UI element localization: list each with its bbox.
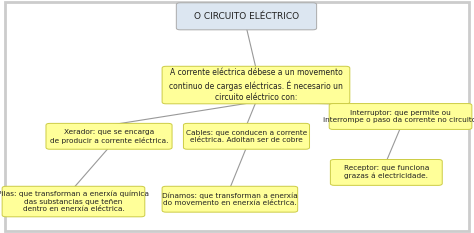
Text: O CIRCUITO ELÉCTRICO: O CIRCUITO ELÉCTRICO [194,12,299,21]
Text: Pilas: que transforman a enerxía química
das substancias que teñen
dentro en ene: Pilas: que transforman a enerxía química… [0,191,149,212]
Text: Interruptor: que permite ou
interrompe o paso da corrente no circuito.: Interruptor: que permite ou interrompe o… [323,110,474,123]
FancyBboxPatch shape [330,159,442,185]
FancyBboxPatch shape [46,123,172,149]
Text: Receptor: que funciona
grazas á electricidade.: Receptor: que funciona grazas á electric… [344,165,429,179]
FancyBboxPatch shape [183,123,310,149]
Text: Dínamos: que transforman a enerxía
do movemento en enerxía eléctrica.: Dínamos: que transforman a enerxía do mo… [162,192,298,206]
FancyBboxPatch shape [5,2,469,231]
FancyBboxPatch shape [329,103,472,130]
FancyBboxPatch shape [176,3,317,30]
Text: Cables: que conducen a corrente
eléctrica. Adoitan ser de cobre: Cables: que conducen a corrente eléctric… [186,130,307,143]
FancyBboxPatch shape [2,186,145,217]
FancyBboxPatch shape [162,66,350,104]
Text: A corrente eléctrica débese a un movemento
continuo de cargas eléctricas. É nece: A corrente eléctrica débese a un movemen… [169,69,343,102]
FancyBboxPatch shape [162,186,298,212]
Text: Xerador: que se encarga
de producir a corrente eléctrica.: Xerador: que se encarga de producir a co… [50,129,168,144]
